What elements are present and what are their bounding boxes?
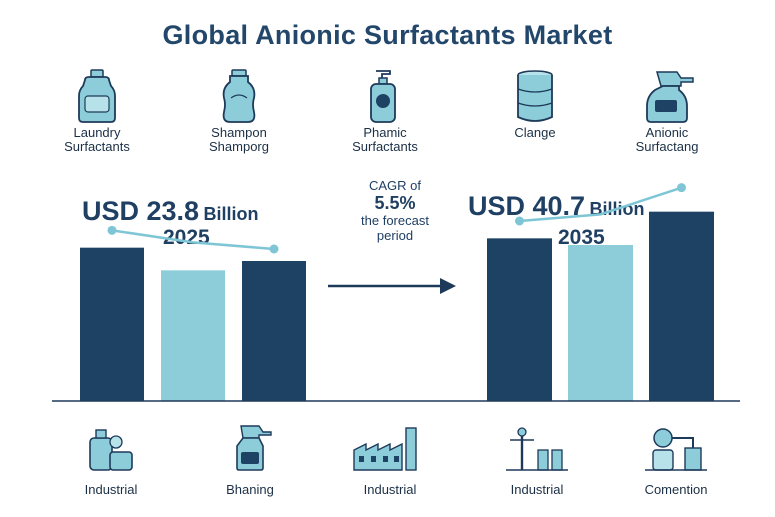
bar-right-1 [487,238,552,401]
trend-point [515,216,524,226]
left-value-amount: USD 23.8 [82,196,200,226]
left-value: USD 23.8 Billion [82,196,259,227]
spray-bottle-icon [646,71,694,123]
application-lab: Comention [611,424,741,497]
plant-equipment-icon [506,427,568,471]
category-shampoo: Shampon Shamporg [174,68,304,154]
category-barrel: Clange [470,68,600,140]
spray-bottle-icon [236,425,272,471]
category-laundry: Laundry Surfactants [32,68,162,154]
category-sublabel: Surfactants [64,139,130,154]
category-label: Phamic [363,125,407,140]
left-value-unit: Billion [203,204,259,224]
category-label: Clange [514,125,556,140]
pump-bottle-icon [370,70,396,123]
detergent-bottle-icon [78,69,116,123]
trend-line-left [111,229,275,251]
category-label: Shampon [211,125,267,140]
category-sublabel: Surfactang [635,139,699,154]
application-plant: Industrial [472,424,602,497]
category-label: Anionic [645,125,689,140]
category-label: Laundry [73,125,121,140]
barrel-icon [517,70,553,122]
right-value: USD 40.7 Billion [468,191,645,222]
trend-point [269,244,279,254]
category-spray: Anionic Surfactang [602,68,732,154]
trend-point [107,225,117,235]
cagr-callout: CAGR of 5.5% the forecast period [335,178,455,243]
growth-arrow-head [440,278,456,294]
category-sublabel: Surfactants [352,139,418,154]
bar-left-3 [242,261,306,401]
chart-title: Global Anionic Surfactants Market [162,20,613,50]
category-pump: Phamic Surfactants [320,68,450,154]
cagr-period: the forecast [361,213,429,228]
cagr-period-cont: period [376,228,414,243]
trend-line-right [519,186,682,223]
application-spray: Bhaning [185,424,315,497]
right-year: 2035 [558,226,605,249]
bar-left-2 [161,270,225,401]
application-label: Industrial [510,482,564,497]
application-factory: Industrial [325,424,455,497]
application-label: Bhaning [226,482,274,497]
application-label: Industrial [84,482,138,497]
category-sublabel: Shamporg [209,139,269,154]
lab-equipment-icon [645,428,707,471]
shampoo-bottle-icon [222,69,256,123]
bar-right-2 [568,245,633,401]
cagr-value: 5.5% [374,193,416,213]
cleaning-products-icon [89,429,133,471]
factory-icon [353,427,417,471]
bar-left-1 [80,247,144,401]
application-cleaning: Industrial [46,424,176,497]
trend-point [677,183,686,193]
application-label: Comention [644,482,708,497]
application-label: Industrial [363,482,417,497]
bar-right-3 [649,211,714,401]
cagr-label: CAGR of [368,178,421,193]
